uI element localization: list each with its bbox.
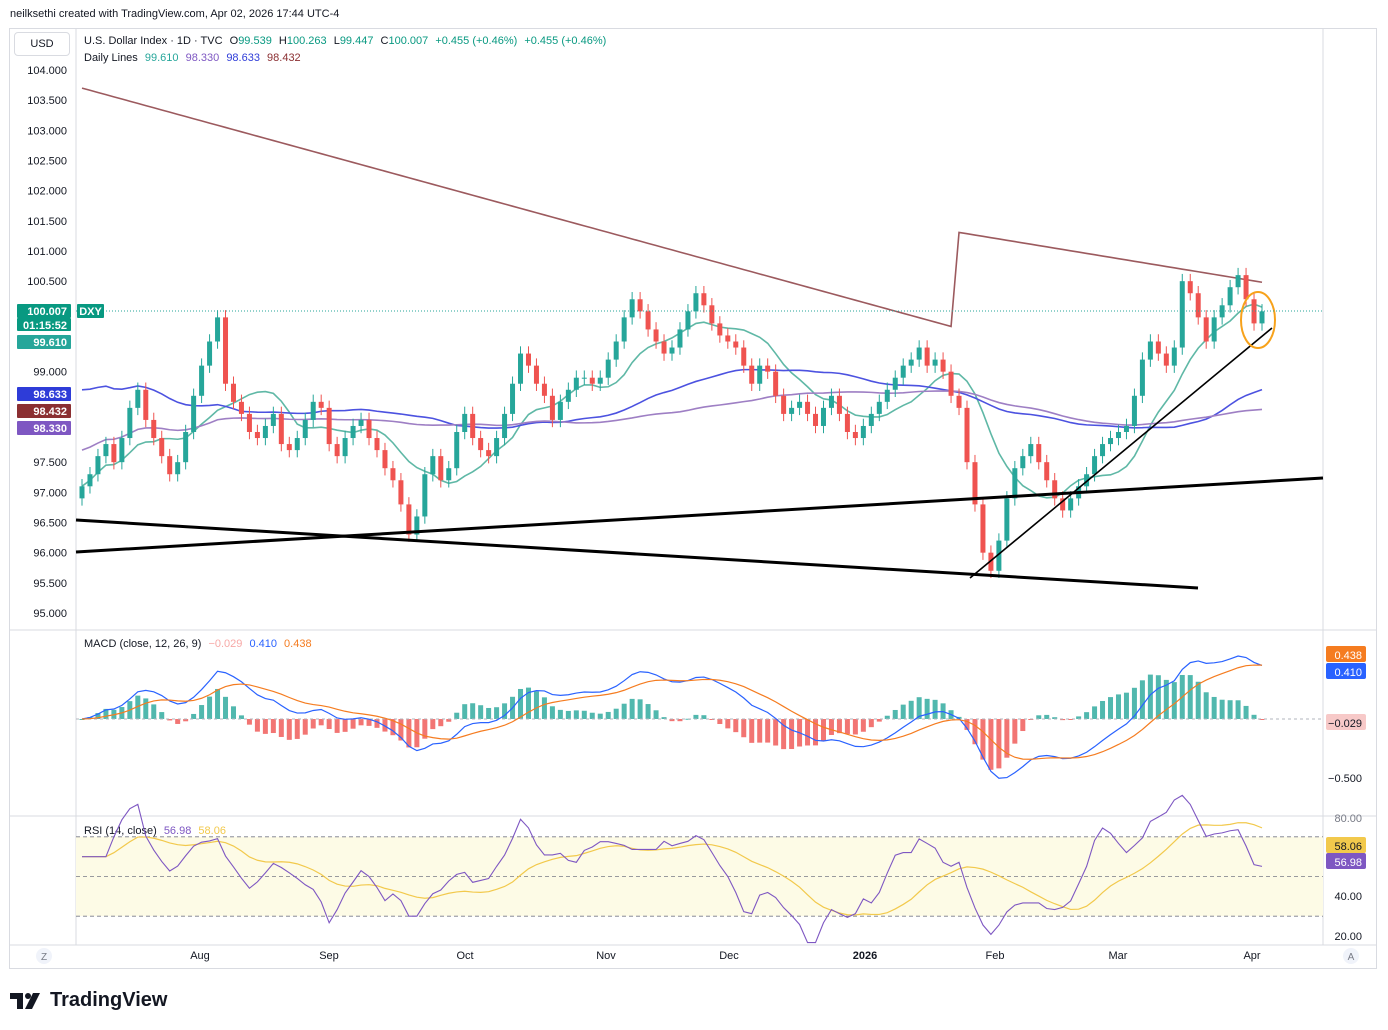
change-value-2: +0.455 (+0.46%): [524, 35, 607, 47]
rsi-label[interactable]: RSI (14, close): [84, 825, 157, 837]
macd-label[interactable]: MACD (close, 12, 26, 9): [84, 638, 202, 650]
ma20-legend: 99.610: [144, 52, 179, 64]
rsi-legend: RSI (14, close) 56.98 58.06: [84, 825, 230, 837]
low-value: L99.447: [333, 35, 374, 47]
change-value: +0.455 (+0.46%): [435, 35, 518, 47]
macd-legend: MACD (close, 12, 26, 9) −0.029 0.410 0.4…: [84, 638, 316, 650]
price-legend: U.S. Dollar Index · 1D · TVC O99.539 H10…: [84, 35, 610, 47]
brand-name: TradingView: [50, 989, 168, 1011]
macd-line-value: 0.410: [249, 638, 277, 650]
chart-frame: [9, 28, 1377, 969]
chart-credit: neilksethi created with TradingView.com,…: [10, 8, 340, 20]
tradingview-logo-icon: [10, 992, 40, 1009]
currency-selector[interactable]: USD: [14, 32, 70, 56]
macd-hist-value: −0.029: [208, 638, 243, 650]
macd-signal-value: 0.438: [284, 638, 312, 650]
ma100-legend: 98.330: [185, 52, 220, 64]
ma200-legend: 98.432: [267, 52, 301, 64]
high-value: H100.263: [278, 35, 327, 47]
rsi-ma-value: 58.06: [198, 825, 226, 837]
ma50-legend: 98.633: [226, 52, 260, 64]
lines-legend: Daily Lines 99.610 98.330 98.633 98.432: [84, 52, 305, 64]
symbol-title[interactable]: U.S. Dollar Index · 1D · TVC: [84, 35, 223, 47]
open-value: O99.539: [229, 35, 272, 47]
lines-label[interactable]: Daily Lines: [84, 52, 138, 64]
close-value: C100.007: [380, 35, 429, 47]
tradingview-brand[interactable]: TradingView: [10, 989, 167, 1012]
rsi-value: 56.98: [163, 825, 192, 837]
